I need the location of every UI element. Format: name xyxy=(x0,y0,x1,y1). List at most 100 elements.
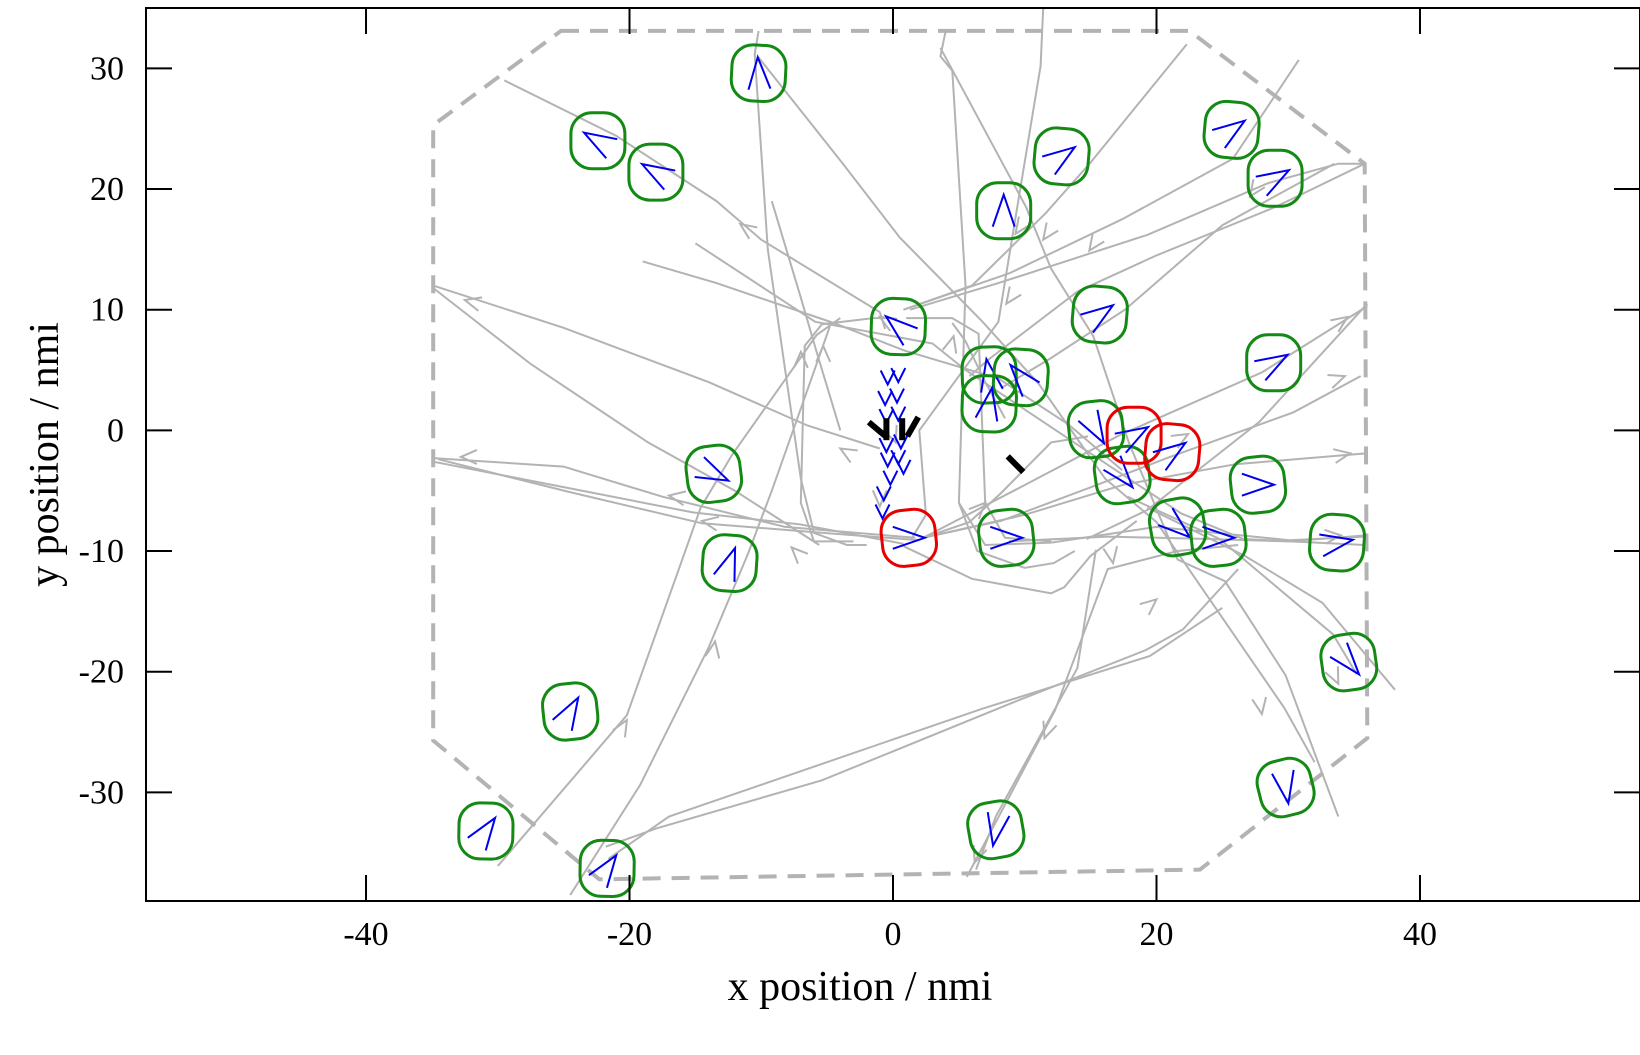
aircraft-marker xyxy=(1245,333,1303,393)
aircraft-heading-mark xyxy=(1152,441,1188,471)
track-arrowhead xyxy=(941,333,958,354)
aircraft-heading-mark xyxy=(552,694,580,732)
vertiport-layer xyxy=(866,415,1026,475)
queued-aircraft-mark xyxy=(893,434,909,451)
aircraft-heading-mark xyxy=(581,131,618,159)
flight-track xyxy=(497,317,841,867)
aircraft-marker xyxy=(977,507,1036,568)
aircraft-heading-arrow xyxy=(713,545,737,582)
aircraft-marker xyxy=(960,374,1018,434)
track-arrowhead-mark xyxy=(1041,222,1059,242)
aircraft-heading-arrow xyxy=(1255,168,1292,197)
queued-aircraft-mark xyxy=(874,504,891,521)
track-arrowhead xyxy=(1014,216,1031,236)
track-arrowhead xyxy=(612,717,629,738)
queued-aircraft-mark xyxy=(890,367,907,385)
aircraft-heading-mark xyxy=(1254,353,1291,381)
track-arrowhead-mark xyxy=(704,639,721,659)
queued-aircraft xyxy=(878,437,895,455)
aircraft-heading-mark xyxy=(694,456,732,482)
aircraft-heading-arrow xyxy=(883,314,918,346)
aircraft-safety-zone xyxy=(569,111,627,171)
track-arrowhead xyxy=(815,343,832,363)
aircraft-heading-mark xyxy=(1255,168,1292,197)
track-arrowhead xyxy=(462,296,483,312)
aircraft-marker xyxy=(700,533,759,594)
aircraft-safety-zone xyxy=(1255,756,1316,819)
flight-track xyxy=(605,568,1239,848)
track-arrowhead xyxy=(704,639,721,659)
y-tick-label: 20 xyxy=(90,171,124,208)
queued-aircraft xyxy=(890,367,907,385)
queued-aircraft xyxy=(879,370,896,387)
aircraft-marker xyxy=(1202,99,1261,160)
track-arrowhead-mark xyxy=(738,222,758,240)
track-arrowhead-mark xyxy=(1330,315,1350,333)
aircraft-heading-arrow xyxy=(1152,441,1188,471)
aircraft-safety-zone xyxy=(1032,126,1091,187)
track-arrowhead-mark xyxy=(1324,528,1344,545)
aircraft-heading-arrow xyxy=(639,162,676,191)
queued-aircraft xyxy=(874,504,891,521)
flight-track xyxy=(503,79,887,330)
aircraft-safety-zone xyxy=(1070,284,1129,345)
track-arrowhead xyxy=(1042,720,1058,741)
track-arrowhead xyxy=(789,545,809,565)
aircraft-heading-mark xyxy=(1211,118,1248,149)
y-tick-label: 0 xyxy=(107,412,124,449)
queue-layer xyxy=(874,367,912,521)
flight-track xyxy=(642,260,1123,471)
aircraft-heading-mark xyxy=(1329,642,1362,677)
queued-aircraft xyxy=(889,388,905,405)
track-arrowhead-mark xyxy=(1139,597,1159,616)
aircraft-heading-arrow xyxy=(892,525,928,550)
aircraft-safety-zone xyxy=(1189,507,1248,568)
x-tick-label: 40 xyxy=(1403,916,1437,953)
aircraft-heading-mark xyxy=(713,545,737,582)
track-arrowhead xyxy=(968,501,987,520)
airspace-boundary xyxy=(431,28,1370,882)
queued-aircraft xyxy=(879,452,896,469)
aircraft-safety-zone xyxy=(627,142,685,202)
track-arrowhead xyxy=(1102,545,1119,566)
aircraft-heading-mark xyxy=(1102,455,1135,490)
aircraft-marker xyxy=(1255,756,1316,819)
aircraft-heading-mark xyxy=(1008,362,1041,397)
track-arrowhead-mark xyxy=(1004,286,1022,306)
aircraft-safety-zone xyxy=(1105,405,1163,465)
aircraft-safety-zone xyxy=(1228,454,1288,515)
vertiport-pad xyxy=(866,419,888,439)
aircraft-heading-mark xyxy=(986,811,1011,849)
aircraft-heading-arrow xyxy=(1077,409,1106,446)
aircraft-heading-arrow xyxy=(1241,472,1277,497)
aircraft-marker xyxy=(1143,422,1202,483)
track-arrowhead xyxy=(1330,315,1350,333)
queued-aircraft-mark xyxy=(875,485,892,503)
aircraft-heading-mark xyxy=(639,162,676,191)
aircraft-heading-arrow xyxy=(1008,362,1041,397)
track-arrowhead xyxy=(1004,286,1022,306)
track-arrowhead xyxy=(1332,448,1353,464)
x-axis-label: x position / nmi xyxy=(728,964,993,1010)
queued-aircraft-mark xyxy=(879,452,896,469)
aircraft-heading-arrow xyxy=(581,131,618,159)
aircraft-heading-arrow xyxy=(1041,145,1078,176)
aircraft-heading-mark xyxy=(1319,533,1356,558)
queued-aircraft xyxy=(893,434,909,451)
track-arrowhead-mark xyxy=(1102,545,1119,566)
queued-aircraft-mark xyxy=(879,370,896,387)
y-axis-label: y position / nmi xyxy=(22,322,68,587)
track-arrowhead-mark xyxy=(968,501,987,520)
y-tick-label: -20 xyxy=(79,654,124,691)
aircraft-marker xyxy=(684,443,744,504)
aircraft-layer xyxy=(457,43,1379,899)
aircraft-marker xyxy=(541,681,600,742)
flight-track xyxy=(753,30,867,546)
aircraft-safety-zone xyxy=(1147,496,1208,558)
track-arrowhead-mark xyxy=(699,515,720,532)
flight-track xyxy=(438,458,920,542)
aircraft-safety-zone xyxy=(879,507,938,568)
aircraft-heading-arrow xyxy=(986,811,1011,849)
aircraft-heading-mark xyxy=(892,525,928,550)
track-arrowhead-mark xyxy=(815,343,832,363)
